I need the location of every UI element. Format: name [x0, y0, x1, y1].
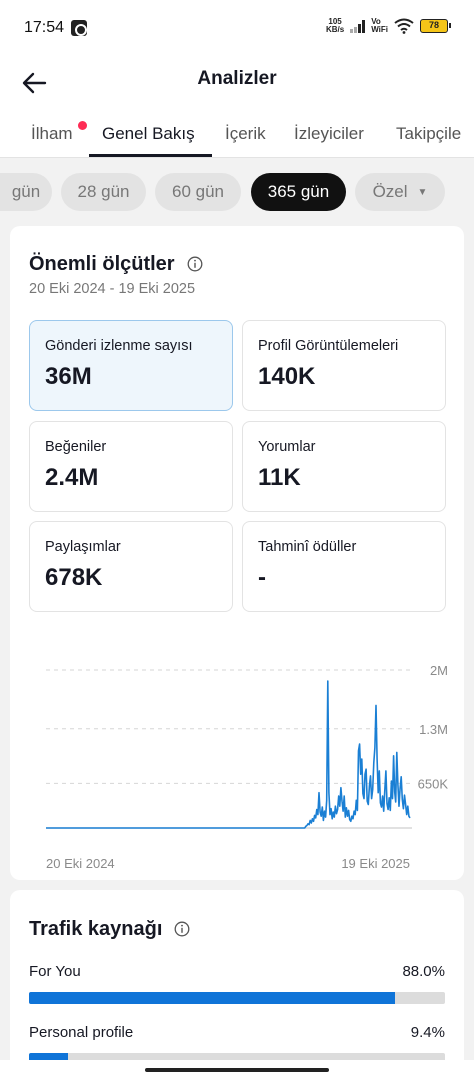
battery-icon: 78 [420, 19, 451, 33]
cell-signal-icon [350, 19, 366, 33]
period-chip-ozel[interactable]: Özel ▼ [355, 173, 445, 211]
metric-value: 11K [258, 464, 301, 491]
tab-genel-bakis[interactable]: Genel Bakış [102, 124, 195, 143]
caret-down-icon: ▼ [417, 187, 428, 198]
traffic-source-name: For You [29, 963, 81, 980]
network-speed: 105 KB/s [326, 18, 344, 34]
metric-label: Beğeniler [45, 439, 107, 455]
traffic-bar-fill [29, 992, 396, 1004]
chart-x-tick-label: 19 Eki 2025 [341, 856, 410, 871]
tab-takipciler[interactable]: Takipçile [396, 124, 462, 143]
period-chip-60-gun[interactable]: 60 gün [155, 173, 241, 211]
traffic-source-percent: 9.4% [410, 1024, 445, 1041]
period-chip-7-gun[interactable]: gün [0, 173, 52, 211]
views-line-chart: 2M 1.3M 650K 20 Eki 2024 19 Eki 2025 [46, 663, 449, 871]
date-range: 20 Eki 2024 - 19 Eki 2025 [29, 281, 196, 297]
metric-post-views[interactable]: Gönderi izlenme sayısı 36M [29, 320, 233, 411]
metric-value: 140K [258, 363, 316, 390]
page-title: Analizler [197, 68, 277, 89]
status-bar: 17:54 105 KB/s Vo WiFi 78 [0, 0, 474, 58]
traffic-row-for-you: For You 88.0% [29, 963, 445, 1007]
tab-bar: İlham Genel Bakış İçerik İzleyiciler Tak… [0, 110, 474, 158]
arrow-left-icon[interactable] [18, 66, 52, 100]
chart-y-ticks: 2M 1.3M 650K [418, 663, 449, 791]
traffic-source-percent: 88.0% [402, 963, 445, 980]
key-metrics-card: Önemli ölçütler 20 Eki 2024 - 19 Eki 202… [10, 226, 464, 880]
home-indicator[interactable] [145, 1068, 329, 1072]
network-speed-unit: KB/s [325, 25, 345, 34]
traffic-source-card: Trafik kaynağı For You 88.0% Personal pr… [10, 890, 464, 1080]
traffic-bar-track [29, 992, 445, 1004]
chart-x-ticks: 20 Eki 2024 19 Eki 2025 [46, 856, 410, 871]
chart-y-tick-label: 1.3M [419, 722, 448, 737]
metric-label: Paylaşımlar [45, 539, 121, 555]
info-icon[interactable] [187, 256, 203, 272]
vowifi-bottom: WiFi [371, 25, 388, 34]
traffic-source-name: Personal profile [29, 1024, 134, 1041]
notification-dot [78, 121, 87, 130]
vowifi-indicator: Vo WiFi [371, 18, 388, 34]
metric-likes[interactable]: Beğeniler 2.4M [29, 421, 233, 512]
views-series-line [46, 680, 411, 829]
app-notification-icon [71, 20, 87, 36]
metric-value: 36M [45, 363, 92, 390]
battery-level: 78 [428, 20, 439, 30]
metric-value: - [258, 564, 266, 591]
metric-label: Yorumlar [258, 439, 316, 455]
metric-label: Profil Görüntülemeleri [258, 338, 399, 354]
traffic-source-title: Trafik kaynağı [29, 918, 163, 940]
period-chip-365-gun[interactable]: 365 gün [251, 173, 346, 211]
chart-x-tick-label: 20 Eki 2024 [46, 856, 115, 871]
period-selector: gün 28 gün 60 gün 365 gün Özel ▼ [0, 158, 474, 224]
metric-profile-views[interactable]: Profil Görüntülemeleri 140K [242, 320, 446, 411]
key-metrics-title: Önemli ölçütler [29, 253, 175, 275]
metric-estimated-rewards[interactable]: Tahminî ödüller - [242, 521, 446, 612]
tab-icerik[interactable]: İçerik [225, 124, 266, 143]
vowifi-top: Vo [371, 17, 381, 26]
period-chip-ozel-label: Özel [372, 182, 408, 201]
metric-label: Gönderi izlenme sayısı [45, 338, 193, 354]
wifi-icon [394, 18, 414, 34]
period-chip-28-gun[interactable]: 28 gün [61, 173, 146, 211]
active-tab-indicator [89, 154, 212, 157]
network-speed-value: 105 [328, 17, 342, 26]
status-icons: 105 KB/s Vo WiFi 78 [326, 18, 451, 34]
info-icon[interactable] [174, 921, 190, 937]
chart-y-tick-label: 2M [430, 663, 448, 678]
metric-comments[interactable]: Yorumlar 11K [242, 421, 446, 512]
metric-value: 678K [45, 564, 103, 591]
metric-label: Tahminî ödüller [258, 539, 357, 555]
chart-y-tick-label: 650K [418, 776, 449, 791]
tab-izleyiciler[interactable]: İzleyiciler [294, 124, 364, 143]
status-time: 17:54 [24, 19, 65, 36]
tab-ilham[interactable]: İlham [31, 124, 73, 143]
header: Analizler [0, 58, 474, 110]
metric-shares[interactable]: Paylaşımlar 678K [29, 521, 233, 612]
metric-value: 2.4M [45, 464, 99, 491]
